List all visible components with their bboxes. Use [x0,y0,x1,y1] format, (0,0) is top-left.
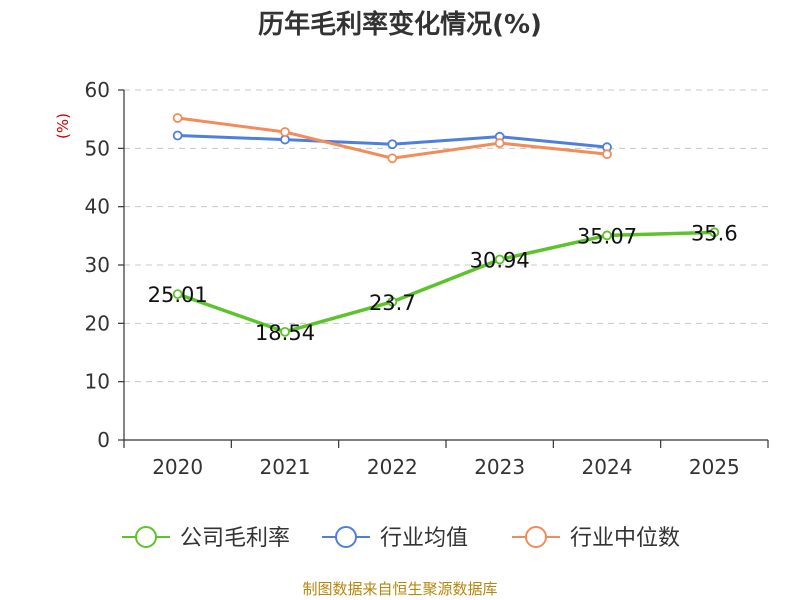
data-point [387,139,398,150]
y-axis-label: (%) [54,113,72,139]
y-tick-labels: 0 10 20 30 40 50 60 [85,78,110,452]
data-point [280,326,290,337]
y-tick-label: 60 [85,78,110,102]
data-point [172,289,183,300]
chart-title: 历年毛利率变化情况(%) [258,9,542,40]
x-tick-label: 2021 [260,455,311,479]
grid-lines [124,89,768,383]
data-point [387,153,398,164]
data-point [602,230,612,241]
axes [118,89,769,448]
series-line-0 [177,230,715,334]
data-label: 23.7 [369,291,416,315]
data-label: 35.07 [577,224,637,248]
data-point [494,254,505,265]
source-note: 制图数据来自恒生聚源数据库 [302,580,497,598]
data-point [709,227,720,238]
y-tick-label: 50 [85,136,110,160]
data-point [172,113,183,123]
legend-swatch-marker [135,526,157,548]
legend-label: 公司毛利率 [180,526,290,551]
x-tick-label: 2025 [689,455,740,479]
data-label: 35.6 [691,221,738,245]
x-tick-label: 2024 [582,455,633,479]
legend: 公司毛利率 行业均值 行业中位数 [122,526,680,551]
data-point [494,138,505,148]
series-lines [172,113,720,337]
legend-swatch-marker [525,526,547,548]
legend-label: 行业中位数 [570,526,680,551]
data-point [172,130,183,141]
y-tick-label: 40 [85,195,110,219]
y-tick-label: 0 [97,428,110,452]
y-tick-label: 10 [85,370,110,394]
x-tick-label: 2023 [474,455,525,479]
data-label: 30.94 [470,249,530,273]
data-point [602,149,612,160]
data-point [280,127,290,137]
y-tick-label: 20 [85,311,110,335]
y-tick-label: 30 [85,253,110,277]
data-label: 25.01 [148,283,208,307]
legend-swatch-marker [335,526,357,548]
x-tick-labels: 2020 2021 2022 2023 2024 2025 [152,455,740,479]
x-tick-label: 2020 [152,455,203,479]
x-tick-label: 2022 [367,455,418,479]
data-labels: 25.01 18.54 23.7 30.94 35.07 35.6 [148,221,738,345]
data-point [387,296,398,307]
data-label: 18.54 [255,321,315,345]
legend-label: 行业均值 [380,526,468,551]
